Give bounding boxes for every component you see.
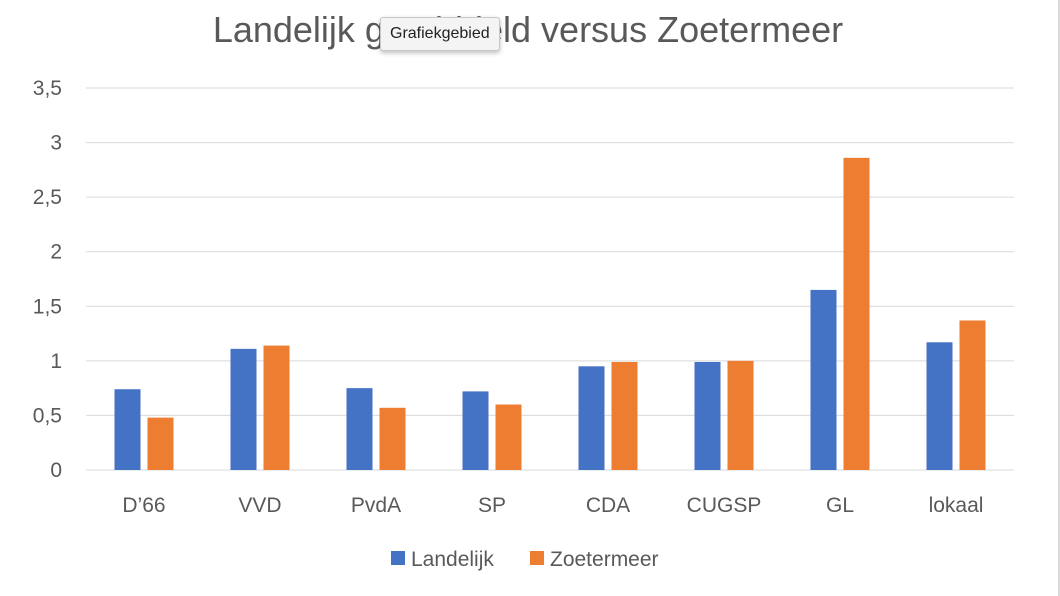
x-category-label: lokaal bbox=[929, 494, 984, 517]
x-axis-categories: D’66 VVD PvdA SP CDA CUGSP GL lokaal bbox=[122, 494, 983, 517]
legend-label-landelijk: Landelijk bbox=[411, 548, 494, 571]
x-category-label: VVD bbox=[238, 494, 281, 517]
bars bbox=[114, 157, 986, 470]
legend[interactable]: Landelijk Zoetermeer bbox=[391, 548, 659, 571]
chart-area-tooltip: Grafiekgebied bbox=[380, 17, 500, 51]
legend-swatch-zoetermeer bbox=[530, 551, 544, 565]
legend-label-zoetermeer: Zoetermeer bbox=[550, 548, 659, 571]
bar-landelijk-0 bbox=[114, 389, 141, 470]
bar-zoetermeer-0 bbox=[147, 417, 174, 470]
y-tick-label: 3 bbox=[50, 132, 62, 155]
bar-zoetermeer-2 bbox=[379, 407, 406, 470]
y-tick-label: 0,5 bbox=[33, 404, 62, 427]
y-tick-label: 0 bbox=[50, 459, 62, 482]
x-category-label: D’66 bbox=[122, 494, 165, 517]
x-category-label: CDA bbox=[586, 494, 630, 517]
x-category-label: PvdA bbox=[351, 494, 401, 517]
x-category-label: GL bbox=[826, 494, 854, 517]
y-tick-label: 1 bbox=[50, 350, 62, 373]
bar-landelijk-4 bbox=[578, 366, 605, 470]
bar-zoetermeer-5 bbox=[727, 360, 754, 470]
bar-zoetermeer-7 bbox=[959, 320, 986, 470]
y-axis-ticks: 0 0,5 1 1,5 2 2,5 3 3,5 bbox=[33, 77, 62, 482]
legend-swatch-landelijk bbox=[391, 551, 405, 565]
x-category-label: CUGSP bbox=[687, 494, 762, 517]
bar-zoetermeer-1 bbox=[263, 345, 290, 470]
bar-landelijk-7 bbox=[926, 342, 953, 470]
bar-landelijk-2 bbox=[346, 388, 373, 470]
bar-zoetermeer-4 bbox=[611, 361, 638, 470]
bar-zoetermeer-3 bbox=[495, 404, 522, 470]
bar-landelijk-5 bbox=[694, 361, 721, 470]
gridlines bbox=[86, 87, 1014, 471]
y-tick-label: 2,5 bbox=[33, 186, 62, 209]
bar-landelijk-3 bbox=[462, 391, 489, 470]
bar-landelijk-6 bbox=[810, 289, 837, 470]
chart-title: Landelijk gemiddeld versus Zoetermeer bbox=[213, 9, 843, 50]
y-tick-label: 3,5 bbox=[33, 77, 62, 100]
bar-landelijk-1 bbox=[230, 348, 257, 470]
y-tick-label: 2 bbox=[50, 241, 62, 264]
x-category-label: SP bbox=[478, 494, 506, 517]
bar-zoetermeer-6 bbox=[843, 157, 870, 470]
y-tick-label: 1,5 bbox=[33, 295, 62, 318]
